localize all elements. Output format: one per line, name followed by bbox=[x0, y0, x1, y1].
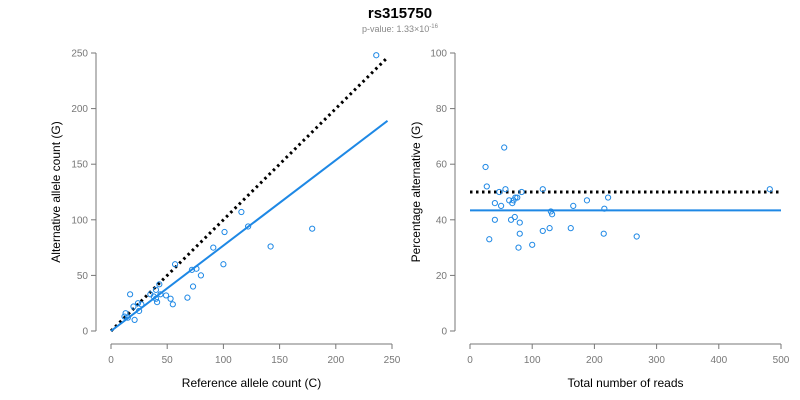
data-point bbox=[131, 316, 138, 323]
data-point bbox=[138, 301, 145, 308]
data-point bbox=[516, 219, 523, 226]
y-tick-label: 100 bbox=[430, 49, 447, 60]
chart-right: 0 100 200 300 400 500 0 20 40 60 80 100 Total number… bbox=[409, 49, 790, 391]
y-axis-title: Alternative allele count (G) bbox=[49, 121, 63, 262]
data-point bbox=[124, 314, 131, 321]
data-point bbox=[604, 194, 612, 201]
y-tick-label: 80 bbox=[436, 104, 448, 115]
data-point bbox=[220, 261, 227, 268]
x-tick-label: 100 bbox=[524, 355, 541, 366]
y-tick-label: 0 bbox=[82, 327, 88, 338]
p-value-base: p-value: 1.33×10 bbox=[362, 24, 430, 34]
data-point bbox=[197, 272, 205, 279]
x-tick-label: 0 bbox=[108, 355, 114, 366]
x-tick-label: 150 bbox=[271, 355, 288, 366]
x-tick-label: 0 bbox=[467, 355, 473, 366]
p-value: p-value: 1.33×10-16 bbox=[0, 24, 800, 34]
data-point bbox=[518, 188, 525, 196]
data-point bbox=[491, 200, 498, 207]
data-point bbox=[502, 186, 509, 193]
data-point bbox=[496, 188, 503, 196]
data-point bbox=[221, 228, 228, 236]
data-point bbox=[162, 292, 170, 299]
data-point bbox=[512, 194, 519, 201]
data-point bbox=[567, 225, 574, 232]
data-point bbox=[539, 227, 546, 235]
fit-line bbox=[110, 120, 389, 332]
data-point bbox=[539, 186, 546, 193]
data-point bbox=[514, 194, 521, 201]
data-point bbox=[511, 213, 518, 221]
x-tick-label: 300 bbox=[648, 355, 665, 366]
y-tick-label: 60 bbox=[436, 160, 448, 171]
data-point bbox=[152, 295, 160, 302]
x-axis-title: Reference allele count (C) bbox=[182, 376, 321, 390]
data-point bbox=[127, 291, 134, 298]
data-point bbox=[169, 301, 176, 308]
data-point bbox=[171, 261, 179, 268]
y-tick-label: 100 bbox=[71, 215, 88, 226]
data-point bbox=[600, 230, 607, 237]
p-value-exponent: -16 bbox=[429, 24, 438, 30]
data-point bbox=[515, 244, 522, 251]
data-point bbox=[482, 163, 489, 171]
data-point bbox=[152, 286, 160, 293]
data-point bbox=[238, 208, 245, 216]
data-point bbox=[136, 307, 143, 315]
x-tick-label: 50 bbox=[162, 355, 174, 366]
data-point bbox=[309, 225, 316, 232]
x-tick-label: 400 bbox=[710, 355, 727, 366]
data-point bbox=[570, 202, 577, 209]
y-tick-label: 250 bbox=[71, 49, 88, 60]
y-axis-title: Percentage alternative (G) bbox=[409, 122, 423, 263]
data-point bbox=[501, 144, 508, 151]
data-point bbox=[373, 52, 380, 59]
data-point bbox=[210, 244, 217, 251]
data-point bbox=[549, 211, 556, 218]
data-point bbox=[157, 291, 164, 298]
x-tick-label: 200 bbox=[586, 355, 603, 366]
data-point bbox=[546, 225, 553, 232]
y-tick-label: 150 bbox=[71, 160, 88, 171]
x-tick-label: 250 bbox=[384, 355, 401, 366]
data-point bbox=[516, 230, 523, 237]
data-point bbox=[483, 183, 490, 190]
data-point bbox=[121, 313, 128, 320]
data-point bbox=[156, 281, 163, 288]
data-point bbox=[633, 233, 640, 240]
chart-left: 0 50 100 150 200 250 0 50 100 150 200 250 Reference … bbox=[49, 49, 401, 391]
data-point bbox=[167, 295, 174, 302]
data-point bbox=[130, 303, 137, 310]
data-point bbox=[766, 186, 773, 193]
y-tick-label: 20 bbox=[436, 271, 448, 282]
y-tick-label: 40 bbox=[436, 215, 448, 226]
data-point bbox=[486, 236, 493, 243]
data-point bbox=[134, 300, 142, 307]
data-point bbox=[184, 294, 191, 301]
x-tick-label: 500 bbox=[773, 355, 790, 366]
data-point bbox=[583, 197, 591, 204]
data-point bbox=[189, 283, 197, 290]
data-point bbox=[601, 205, 608, 212]
data-point bbox=[267, 243, 274, 250]
data-point bbox=[498, 202, 505, 209]
reference-line bbox=[109, 56, 389, 333]
y-tick-label: 200 bbox=[71, 104, 88, 115]
data-point bbox=[529, 241, 536, 248]
data-point bbox=[153, 298, 161, 306]
x-axis-title: Total number of reads bbox=[567, 376, 683, 390]
data-point bbox=[491, 216, 498, 223]
data-point bbox=[245, 223, 252, 230]
x-tick-label: 200 bbox=[327, 355, 344, 366]
data-point bbox=[193, 265, 200, 272]
x-tick-label: 100 bbox=[215, 355, 232, 366]
y-tick-label: 50 bbox=[77, 271, 89, 282]
page-title: rs315750 bbox=[367, 5, 433, 22]
y-tick-label: 0 bbox=[441, 327, 447, 338]
